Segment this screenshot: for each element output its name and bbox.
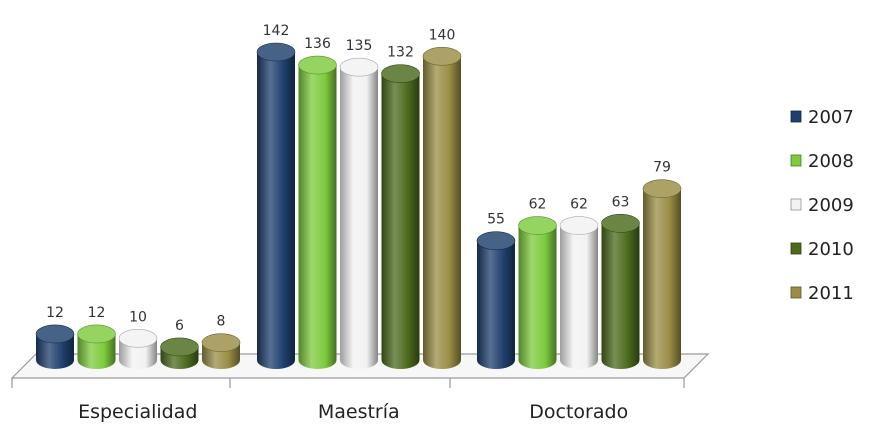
bar-body: [257, 52, 295, 369]
category-label: Maestría: [318, 401, 400, 423]
bar-body: [601, 223, 640, 369]
legend-swatch: [790, 242, 802, 255]
legend-item-2007: 2007: [790, 107, 854, 128]
bar-top: [601, 214, 640, 233]
legend-item-2008: 2008: [790, 151, 854, 172]
legend-label: 2011: [808, 283, 854, 304]
bar-body: [381, 73, 420, 370]
bar-body: [298, 65, 337, 369]
bars-group: [35, 42, 682, 370]
bar-2011-0: [201, 333, 241, 369]
bar-body: [77, 333, 116, 369]
bar-2010-1: [381, 64, 420, 370]
bar-top: [642, 179, 682, 198]
bar-top: [160, 337, 199, 357]
bar-2009-2: [559, 216, 599, 369]
data-label: 63: [612, 194, 630, 210]
data-label: 62: [529, 197, 547, 213]
category-label: Especialidad: [78, 401, 197, 423]
bar-body: [518, 225, 557, 369]
bar-body: [643, 188, 681, 369]
data-label: 140: [429, 27, 456, 43]
legend-swatch: [790, 198, 802, 211]
bar-2007-1: [256, 42, 296, 369]
bar-body: [477, 240, 515, 369]
bar-body: [423, 56, 461, 370]
bar-2008-0: [77, 324, 116, 369]
legend-label: 2009: [808, 195, 854, 216]
bar-top: [339, 57, 379, 77]
category-labels-group: Especialidad Maestría Doctorado: [78, 401, 628, 423]
legend: 2007 2008 2009 2010 2011: [790, 107, 854, 304]
bar-top: [476, 231, 516, 251]
bar-top: [118, 329, 158, 348]
bar-2008-1: [298, 55, 337, 369]
legend-label: 2007: [808, 107, 854, 128]
data-label: 142: [263, 23, 290, 39]
data-label: 10: [129, 309, 147, 325]
bar-2009-0: [118, 329, 158, 369]
bar-top: [559, 216, 599, 235]
legend-swatch: [790, 286, 802, 299]
legend-label: 2010: [808, 239, 854, 260]
data-label: 136: [304, 36, 331, 52]
bar-top: [381, 64, 420, 83]
data-label: 8: [217, 314, 226, 330]
data-label: 6: [175, 318, 184, 334]
bar-top: [518, 216, 557, 235]
bar-2011-2: [642, 179, 682, 369]
data-label: 12: [88, 305, 106, 321]
category-label: Doctorado: [529, 401, 628, 423]
bar-top: [201, 333, 241, 352]
bar-body: [560, 225, 598, 369]
legend-label: 2008: [808, 151, 854, 172]
bar-2010-2: [601, 214, 640, 369]
bar-top: [298, 55, 337, 75]
bar-top: [77, 324, 116, 344]
data-label: 79: [653, 160, 671, 176]
bar-top: [35, 324, 75, 344]
data-label: 135: [346, 38, 373, 54]
value-labels-group: 12 12 10 6 8 142 136 135 132 140 55 62 62 63 79: [46, 23, 671, 334]
bar-2008-2: [518, 216, 557, 369]
bar-2007-2: [476, 231, 516, 369]
data-label: 132: [387, 45, 414, 61]
bar-2010-0: [160, 337, 199, 369]
data-label: 62: [570, 197, 588, 213]
bar-top: [256, 42, 296, 62]
bar-body: [36, 333, 74, 369]
data-label: 55: [487, 212, 505, 228]
bar-2011-1: [422, 47, 462, 370]
legend-swatch: [790, 110, 802, 123]
legend-item-2010: 2010: [790, 239, 854, 260]
bar-2007-0: [35, 324, 75, 369]
legend-item-2011: 2011: [790, 283, 854, 304]
legend-item-2009: 2009: [790, 195, 854, 216]
bar-top: [422, 47, 462, 66]
data-label: 12: [46, 305, 64, 321]
bar-2009-1: [339, 57, 379, 369]
legend-swatch: [790, 154, 802, 167]
bar-body: [340, 67, 378, 369]
